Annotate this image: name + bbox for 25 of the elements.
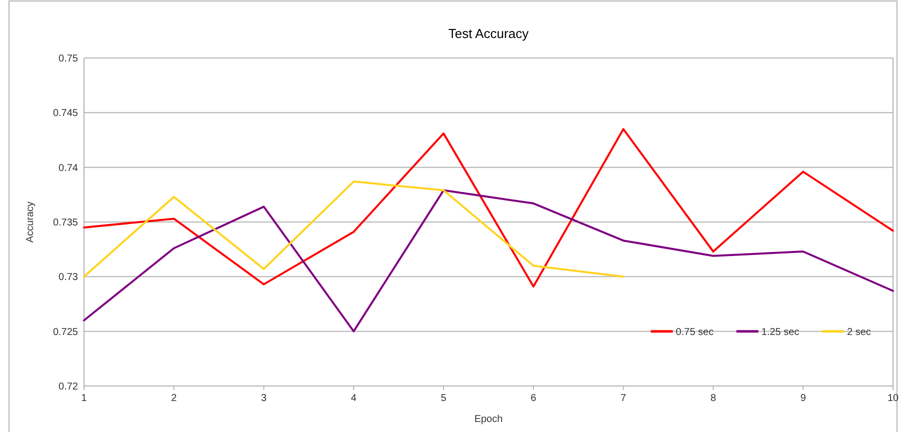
y-tick-label: 0.75	[58, 54, 78, 64]
y-tick-label: 0.72	[58, 382, 78, 392]
y-tick-label: 0.73	[58, 272, 78, 284]
x-tick-label: 8	[710, 393, 716, 404]
x-tick-label: 2	[171, 393, 178, 404]
x-tick-label: 3	[260, 393, 267, 404]
x-tick-label: 9	[800, 393, 806, 404]
legend-label: 2 sec	[847, 326, 871, 338]
line-series	[83, 180, 624, 278]
line-series	[83, 128, 894, 288]
y-tick-label: 0.74	[58, 162, 78, 174]
legend-label: 0.75 sec	[676, 326, 714, 338]
x-tick-label: 1	[81, 393, 88, 404]
y-tick-label: 0.735	[52, 218, 78, 228]
legend-label: 1.25 sec	[761, 326, 800, 338]
x-tick-label: 4	[350, 393, 357, 404]
y-axis-title: Accuracy	[25, 201, 36, 243]
x-tick-label: 7	[620, 393, 627, 404]
x-tick-label: 10	[887, 393, 899, 404]
chart-title: Test Accuracy	[448, 26, 530, 41]
x-tick-label: 5	[440, 393, 447, 404]
y-tick-label: 0.725	[52, 326, 78, 338]
x-tick-label: 6	[530, 393, 537, 404]
y-tick-label: 0.745	[52, 108, 78, 120]
x-axis-title: Epoch	[474, 414, 503, 425]
